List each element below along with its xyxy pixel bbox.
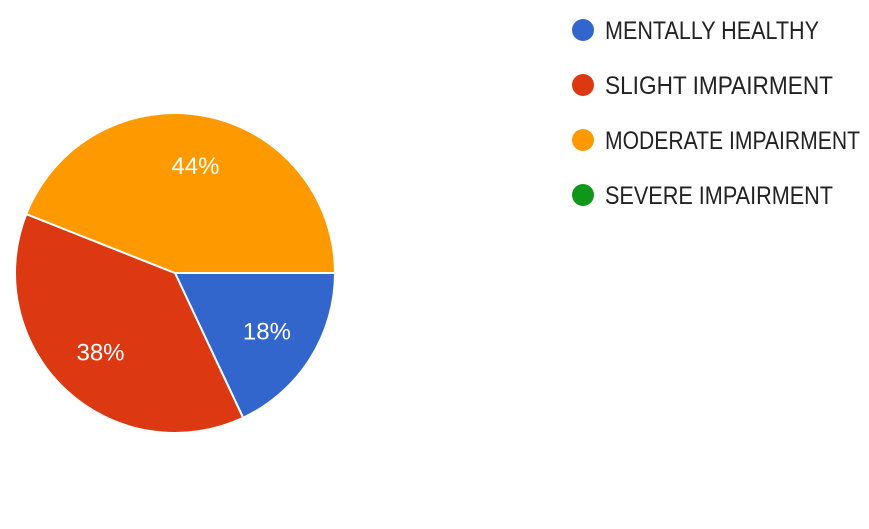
- legend-label: MODERATE IMPAIRMENT: [605, 127, 860, 155]
- legend-marker: [572, 74, 594, 96]
- legend-label: MENTALLY HEALTHY: [605, 17, 819, 45]
- legend-marker: [572, 184, 594, 206]
- pie-slice-value-label: 44%: [171, 153, 219, 180]
- pie-slice-value-label: 18%: [243, 318, 291, 345]
- legend-item-moderate-impairment[interactable]: MODERATE IMPAIRMENT: [572, 127, 860, 155]
- legend-marker: [572, 19, 594, 41]
- pie-slice-labels: 18% 38% 44%: [76, 153, 290, 366]
- pie-slice-mentally-healthy[interactable]: [173, 272, 337, 420]
- pie-slices: [14, 112, 337, 434]
- pie-slice-value-label: 38%: [76, 339, 124, 366]
- legend-label: SLIGHT IMPAIRMENT: [605, 72, 833, 100]
- legend: MENTALLY HEALTHY SLIGHT IMPAIRMENT MODERAT…: [572, 17, 860, 210]
- legend-label: SEVERE IMPAIRMENT: [605, 182, 833, 210]
- legend-marker: [572, 129, 594, 151]
- legend-item-severe-impairment[interactable]: SEVERE IMPAIRMENT: [572, 182, 833, 210]
- pie-slice-slight-impairment[interactable]: [14, 212, 245, 434]
- pie-slice-moderate-impairment[interactable]: [24, 112, 337, 274]
- legend-item-mentally-healthy[interactable]: MENTALLY HEALTHY: [572, 17, 819, 45]
- legend-item-slight-impairment[interactable]: SLIGHT IMPAIRMENT: [572, 72, 833, 100]
